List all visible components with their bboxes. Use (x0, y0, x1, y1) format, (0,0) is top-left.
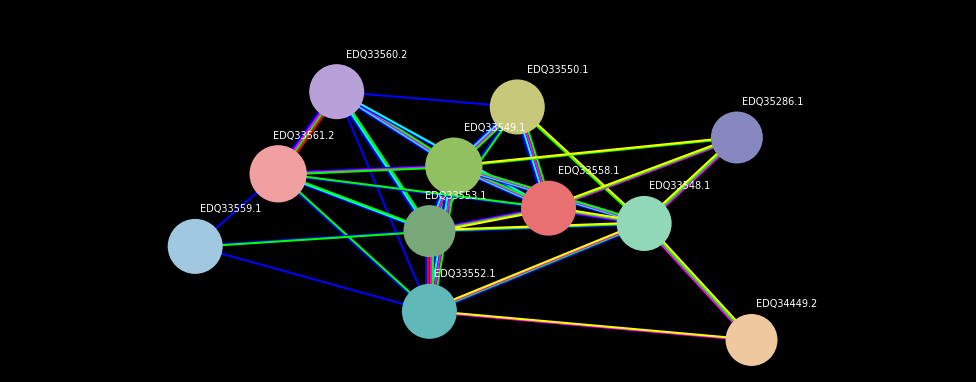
Ellipse shape (402, 284, 457, 339)
Text: EDQ33549.1: EDQ33549.1 (464, 123, 525, 133)
Ellipse shape (490, 79, 545, 134)
Text: EDQ33548.1: EDQ33548.1 (649, 181, 711, 191)
Text: EDQ33560.2: EDQ33560.2 (346, 50, 408, 60)
Text: EDQ33552.1: EDQ33552.1 (434, 269, 496, 279)
Ellipse shape (403, 205, 456, 257)
Ellipse shape (617, 196, 671, 251)
Ellipse shape (168, 219, 223, 274)
Text: EDQ34449.2: EDQ34449.2 (756, 299, 818, 309)
Ellipse shape (521, 181, 576, 236)
Ellipse shape (426, 138, 482, 195)
Text: EDQ33561.2: EDQ33561.2 (273, 131, 335, 141)
Ellipse shape (711, 112, 763, 163)
Ellipse shape (309, 64, 364, 119)
Text: EDQ35286.1: EDQ35286.1 (742, 97, 803, 107)
Text: EDQ33558.1: EDQ33558.1 (558, 166, 620, 176)
Text: EDQ33553.1: EDQ33553.1 (425, 191, 486, 201)
Ellipse shape (725, 314, 778, 366)
Ellipse shape (250, 145, 306, 202)
Text: EDQ33559.1: EDQ33559.1 (200, 204, 262, 214)
Text: EDQ33550.1: EDQ33550.1 (527, 65, 589, 75)
